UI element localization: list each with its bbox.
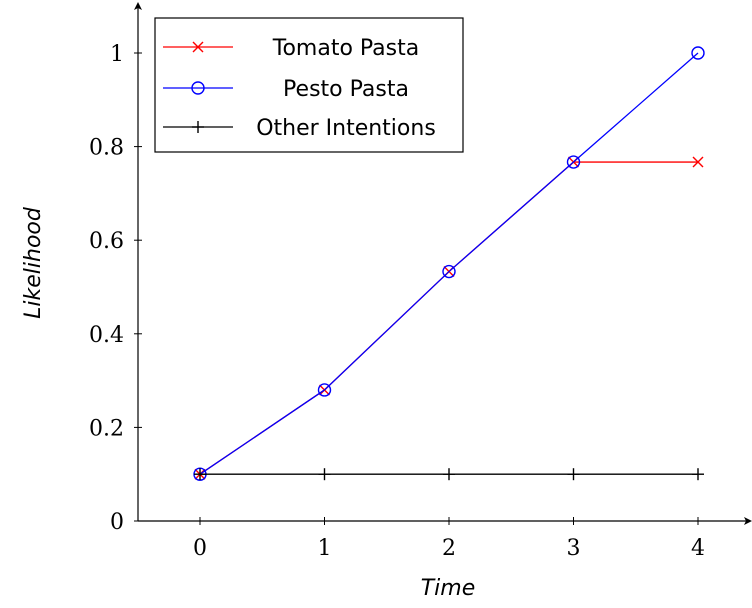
x-tick-label: 0 — [193, 536, 207, 561]
y-tick-label: 0.6 — [89, 229, 124, 254]
legend-label: Tomato Pasta — [272, 36, 419, 61]
series-other-intentions — [194, 468, 704, 481]
y-tick-label: 0.4 — [89, 323, 124, 348]
x-axis-arrow — [744, 517, 752, 525]
legend: Tomato Pasta Pesto Pasta Other Intentions — [154, 17, 464, 153]
series-layer — [193, 46, 705, 481]
x-ticks: 0 1 2 3 4 — [193, 517, 705, 561]
y-tick-label: 0 — [110, 510, 124, 535]
data-point — [566, 155, 581, 169]
series-line — [199, 161, 698, 475]
data-point — [691, 46, 705, 60]
x-axis-label: Time — [421, 576, 476, 601]
series-line — [199, 52, 699, 475]
y-tick-label: 0.2 — [89, 416, 124, 441]
legend-item: Tomato Pasta — [163, 36, 419, 61]
legend-marker — [192, 41, 204, 53]
data-point — [317, 383, 332, 397]
legend-label: Other Intentions — [256, 116, 436, 141]
data-point — [194, 468, 206, 481]
x-marker-stroke — [692, 156, 704, 168]
data-point — [692, 156, 704, 168]
y-axis-label: Likelihood — [21, 206, 46, 319]
y-axis-arrow — [134, 2, 142, 10]
legend-marker — [191, 81, 205, 95]
series-pesto-pasta — [193, 46, 705, 481]
x-tick-label: 2 — [442, 536, 456, 561]
data-point — [442, 264, 456, 279]
data-point — [567, 468, 580, 481]
axes — [134, 2, 752, 525]
y-tick-label: 1 — [110, 42, 124, 67]
legend-item: Other Intentions — [163, 116, 436, 141]
series-tomato-pasta — [194, 156, 704, 480]
data-point — [692, 468, 704, 481]
data-point — [318, 468, 331, 481]
x-tick-label: 1 — [318, 536, 332, 561]
y-ticks: 0 0.2 0.4 0.6 0.8 1 — [89, 42, 142, 535]
x-tick-label: 3 — [567, 536, 581, 561]
legend-item: Pesto Pasta — [163, 77, 409, 102]
x-tick-label: 4 — [691, 536, 705, 561]
x-marker-stroke — [192, 41, 204, 53]
y-tick-label: 0.8 — [89, 136, 124, 161]
legend-box — [154, 17, 464, 153]
data-point — [443, 468, 455, 481]
legend-label: Pesto Pasta — [283, 77, 409, 102]
legend-marker — [192, 121, 204, 133]
